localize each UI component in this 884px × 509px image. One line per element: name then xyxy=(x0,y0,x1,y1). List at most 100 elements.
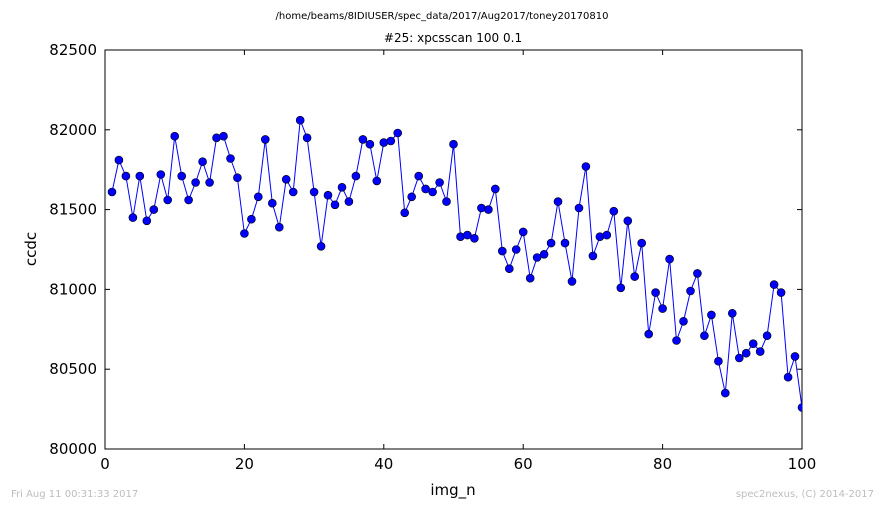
data-point xyxy=(707,310,716,320)
data-point xyxy=(170,131,179,141)
data-point xyxy=(135,171,145,181)
data-point xyxy=(567,277,577,286)
chart-title: #25: xpcsscan 100 0.1 xyxy=(384,31,522,45)
data-point xyxy=(219,131,228,141)
data-point xyxy=(553,197,563,206)
data-point xyxy=(490,184,500,194)
data-point xyxy=(442,197,451,206)
data-point xyxy=(121,171,131,181)
footer-timestamp: Fri Aug 11 00:31:33 2017 xyxy=(11,489,139,500)
data-point xyxy=(525,273,535,283)
data-point xyxy=(247,214,256,224)
data-point xyxy=(274,222,284,232)
data-point xyxy=(630,272,640,281)
x-tick-label: 0 xyxy=(100,455,110,473)
data-point xyxy=(128,213,138,222)
x-tick-label: 20 xyxy=(235,455,254,473)
data-point xyxy=(421,184,430,194)
data-point xyxy=(233,173,242,182)
x-tick-label: 60 xyxy=(514,455,533,473)
data-point xyxy=(581,162,591,171)
data-point xyxy=(783,372,793,382)
data-point xyxy=(372,176,382,186)
data-point xyxy=(351,171,361,181)
data-point xyxy=(184,195,193,205)
data-point xyxy=(762,331,772,341)
data-point xyxy=(435,178,444,187)
data-point xyxy=(574,203,584,213)
data-point xyxy=(588,251,598,261)
data-point xyxy=(693,269,702,278)
data-point xyxy=(755,347,765,356)
y-tick-label: 81500 xyxy=(49,201,97,219)
data-point xyxy=(734,353,744,363)
series-line xyxy=(111,120,803,408)
data-point xyxy=(240,229,249,238)
data-point xyxy=(205,178,214,187)
data-point xyxy=(226,154,235,163)
data-point xyxy=(281,175,291,184)
data-point xyxy=(546,238,556,248)
data-point xyxy=(428,187,437,197)
data-point xyxy=(720,388,730,398)
data-point xyxy=(748,339,758,349)
x-axis-label: img_n xyxy=(430,481,475,500)
data-point xyxy=(797,403,802,412)
data-point xyxy=(504,264,514,274)
data-point xyxy=(267,198,277,208)
data-point xyxy=(260,135,270,144)
data-point xyxy=(637,238,647,248)
data-point xyxy=(142,216,152,226)
y-tick-label: 81000 xyxy=(49,280,97,298)
x-tick-label: 40 xyxy=(374,455,393,473)
data-point xyxy=(518,227,528,237)
x-tick-label: 80 xyxy=(653,455,672,473)
data-point xyxy=(358,135,368,144)
data-point xyxy=(741,348,751,358)
data-point xyxy=(163,195,172,205)
data-point xyxy=(400,208,410,218)
data-point xyxy=(776,288,786,297)
data-point xyxy=(393,128,403,138)
data-point xyxy=(497,246,507,256)
data-point xyxy=(484,205,493,214)
data-point xyxy=(463,230,472,240)
data-point xyxy=(470,234,479,243)
data-point xyxy=(212,133,221,143)
data-point xyxy=(727,308,737,318)
chart-suptitle: /home/beams/8IDIUSER/spec_data/2017/Aug2… xyxy=(276,11,609,22)
data-point xyxy=(602,230,612,240)
data-point xyxy=(414,171,424,181)
data-point xyxy=(623,216,633,226)
data-point xyxy=(337,183,347,192)
data-point xyxy=(107,187,117,197)
data-point xyxy=(365,139,375,149)
data-point xyxy=(191,178,200,187)
footer-credit: spec2nexus, (C) 2014-2017 xyxy=(735,489,874,500)
data-point xyxy=(316,242,326,251)
data-point xyxy=(511,245,521,254)
data-point xyxy=(156,170,166,179)
data-point xyxy=(790,352,800,361)
data-point xyxy=(407,192,417,202)
data-point xyxy=(114,155,124,165)
data-point xyxy=(658,304,667,313)
data-point xyxy=(379,138,389,147)
data-point xyxy=(344,197,354,206)
data-point xyxy=(665,254,674,264)
axes-frame xyxy=(104,49,803,450)
data-point xyxy=(714,356,723,366)
data-point xyxy=(177,171,186,181)
data-point xyxy=(769,280,779,289)
y-axis-label: ccdc xyxy=(22,232,40,266)
data-point xyxy=(560,238,570,248)
data-point xyxy=(295,115,305,125)
data-point xyxy=(309,187,319,197)
data-point xyxy=(288,187,298,197)
data-point xyxy=(253,192,263,202)
data-point xyxy=(477,203,486,213)
data-point xyxy=(149,205,159,214)
data-point xyxy=(302,133,312,143)
data-point xyxy=(651,288,660,297)
